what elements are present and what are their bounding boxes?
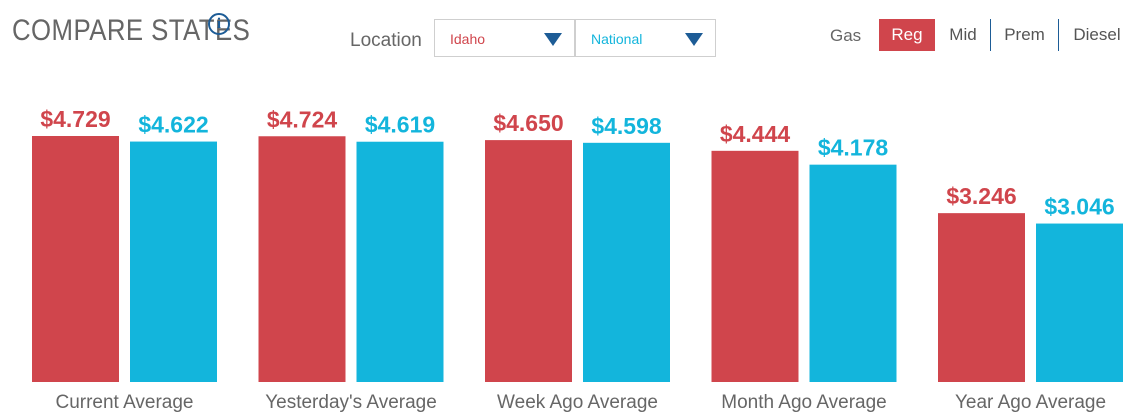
- state-select[interactable]: Idaho: [434, 19, 575, 57]
- bar-state-2: [485, 140, 572, 382]
- gas-divider: [990, 19, 991, 51]
- data-label-national-3: $4.178: [818, 135, 889, 161]
- national-select[interactable]: National: [575, 19, 716, 57]
- category-label-0: Current Average: [55, 392, 193, 413]
- data-label-state-2: $4.650: [493, 110, 563, 136]
- data-label-state-0: $4.729: [40, 106, 110, 132]
- data-label-state-1: $4.724: [267, 106, 338, 132]
- gas-label: Gas: [830, 26, 862, 45]
- bar-state-3: [711, 150, 799, 382]
- category-label-3: Month Ago Average: [721, 392, 887, 413]
- bar-national-3: [809, 164, 897, 382]
- bar-state-1: [258, 136, 346, 382]
- data-label-national-2: $4.598: [591, 113, 662, 139]
- gas-reg-button[interactable]: Reg: [879, 19, 935, 51]
- data-label-national-0: $4.622: [138, 112, 208, 138]
- bar-national-4: [1036, 223, 1123, 382]
- data-label-national-4: $3.046: [1044, 194, 1114, 220]
- data-label-state-4: $3.246: [946, 183, 1016, 209]
- national-select-value: National: [591, 31, 643, 47]
- bar-state-4: [938, 213, 1025, 382]
- bar-national-0: [130, 141, 217, 382]
- chevron-down-icon: [544, 33, 562, 46]
- category-label-1: Yesterday's Average: [265, 392, 437, 413]
- category-label-4: Year Ago Average: [955, 392, 1106, 413]
- state-select-value: Idaho: [450, 31, 486, 47]
- data-label-national-1: $4.619: [365, 112, 435, 138]
- category-label-2: Week Ago Average: [497, 392, 658, 413]
- gas-diesel-button[interactable]: Diesel: [1073, 25, 1121, 44]
- bar-national-2: [583, 142, 670, 382]
- chevron-down-icon: [685, 33, 703, 46]
- gas-divider: [1058, 19, 1059, 51]
- bar-national-1: [356, 141, 444, 382]
- gas-mid-button[interactable]: Mid: [949, 25, 977, 44]
- location-label: Location: [350, 30, 422, 51]
- data-label-state-3: $4.444: [720, 121, 791, 147]
- info-icon[interactable]: i: [208, 13, 230, 35]
- bar-state-0: [32, 136, 119, 382]
- gas-prem-button[interactable]: Prem: [1004, 25, 1045, 44]
